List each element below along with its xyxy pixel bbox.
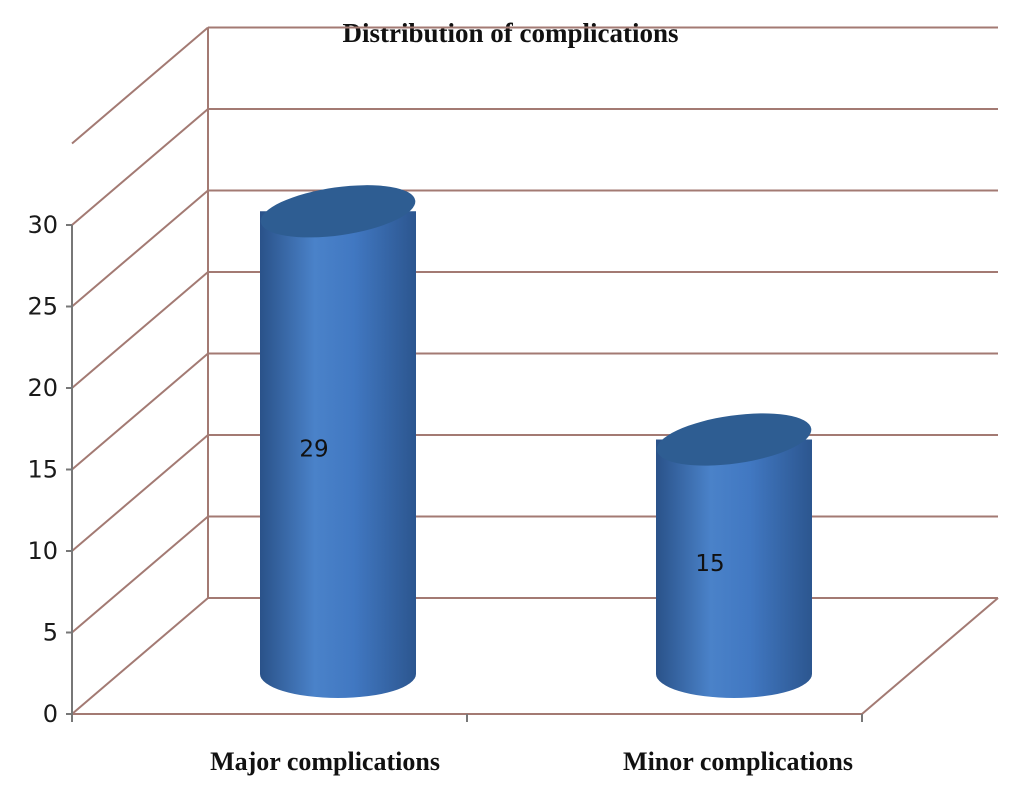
x-category-label: Major complications bbox=[210, 747, 440, 776]
side-wall-gridline bbox=[71, 189, 209, 308]
side-wall-gridline bbox=[71, 108, 209, 226]
y-tick-label: 20 bbox=[27, 374, 58, 402]
y-tick-label: 0 bbox=[43, 700, 58, 728]
y-tick-label: 30 bbox=[27, 211, 58, 239]
chart-title: Distribution of complications bbox=[342, 18, 679, 48]
y-tick-label: 5 bbox=[43, 619, 58, 647]
side-wall-gridline bbox=[71, 26, 209, 145]
side-wall-gridline bbox=[71, 434, 209, 552]
side-wall-gridline bbox=[71, 597, 209, 715]
bar-top bbox=[656, 413, 812, 466]
floor-right-edge bbox=[861, 597, 999, 715]
bar-body bbox=[260, 211, 416, 699]
bar bbox=[260, 185, 416, 699]
x-category-label: Minor complications bbox=[623, 747, 853, 776]
data-label: 15 bbox=[695, 551, 724, 577]
bar-body bbox=[656, 439, 812, 698]
bar-top bbox=[260, 185, 416, 238]
side-wall-gridline bbox=[71, 352, 209, 471]
side-wall-gridline bbox=[71, 515, 209, 634]
plot-area: 0 5 10 15 20 25 30 29 Major complications 15 Minor… bbox=[27, 26, 999, 776]
side-wall-gridline bbox=[71, 271, 209, 389]
bar bbox=[656, 413, 812, 698]
data-label: 29 bbox=[299, 437, 328, 463]
y-tick-label: 15 bbox=[27, 456, 58, 484]
y-tick-label: 10 bbox=[27, 537, 58, 565]
y-tick-label: 25 bbox=[27, 293, 58, 321]
